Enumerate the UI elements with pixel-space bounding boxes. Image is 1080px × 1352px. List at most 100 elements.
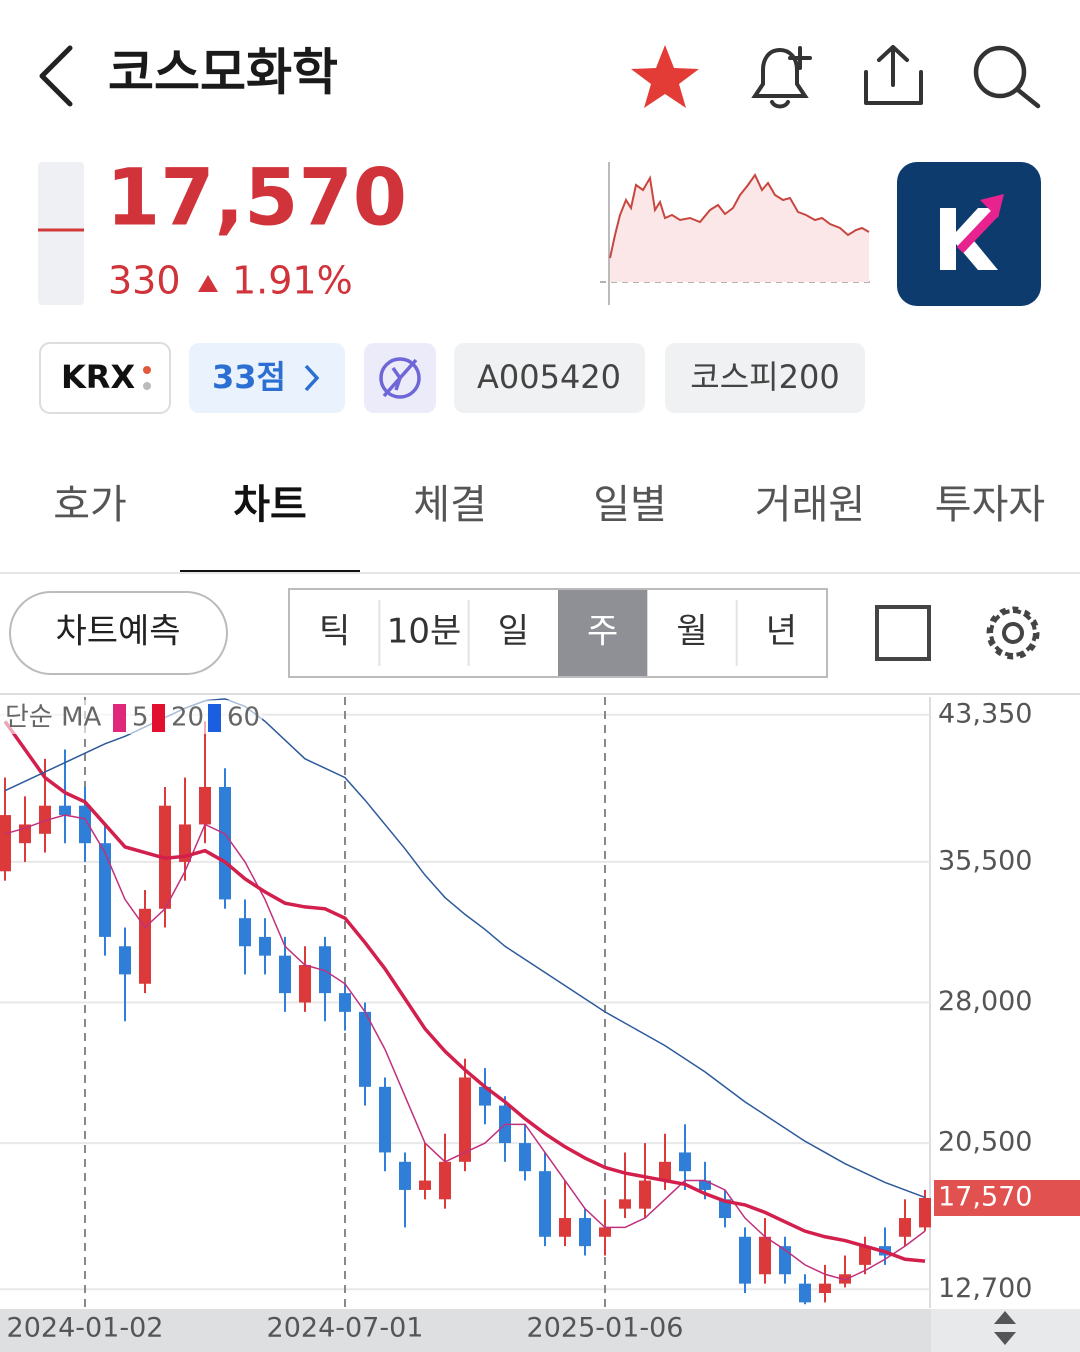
candle-body: [859, 1246, 871, 1265]
tab[interactable]: 차트: [233, 482, 307, 528]
candle-body: [199, 786, 211, 825]
candle-body: [459, 1077, 471, 1162]
candle-body: [179, 824, 191, 862]
legend-swatch: [208, 704, 221, 732]
period-option[interactable]: 월: [676, 612, 707, 652]
tab[interactable]: 호가: [53, 482, 127, 528]
stock-title: 코스모화학: [108, 44, 338, 102]
scroll-handle[interactable]: [994, 1311, 1016, 1345]
legend-label: 60: [227, 703, 260, 733]
share-icon[interactable]: [864, 45, 923, 105]
day-range-bar: [38, 162, 84, 305]
candle-body: [899, 1218, 911, 1237]
tab[interactable]: 일별: [593, 482, 667, 528]
favorite-star[interactable]: [631, 45, 699, 108]
candle-body: [739, 1236, 751, 1284]
period-option[interactable]: 일: [498, 612, 529, 652]
x-tick-label: 2024-01-02: [7, 1313, 164, 1344]
legend-label: 5: [132, 703, 149, 733]
index-tag[interactable]: [665, 343, 865, 413]
chart: 43,350 35,500 28,000 20,500 12,700 단순 MA 5 20 60…: [0, 697, 1080, 1308]
period-option[interactable]: 주: [587, 612, 618, 652]
price-marker: [934, 1179, 1080, 1216]
candle-body: [439, 1161, 451, 1200]
score-chevron: [304, 364, 320, 392]
candle-body: [839, 1274, 851, 1284]
candle-body: [619, 1199, 631, 1209]
tab[interactable]: 체결: [413, 482, 487, 528]
candle-body: [919, 1197, 931, 1228]
candle-body: [139, 908, 151, 984]
x-axis: 2024-01-02 2024-07-01 2025-01-06: [7, 1313, 684, 1344]
market-tag-label: KRX: [61, 358, 135, 396]
alert-icon[interactable]: [751, 46, 812, 109]
code-tag-label: A005420: [477, 358, 621, 396]
candle-body: [379, 1086, 391, 1153]
candle-body: [219, 786, 231, 900]
x-tick-label: 2025-01-06: [527, 1313, 684, 1344]
sparkline: [600, 162, 870, 305]
legend-swatch: [152, 704, 165, 732]
score-tag-label: 33점: [212, 358, 286, 396]
candle-body: [319, 946, 331, 994]
period-option[interactable]: 년: [766, 612, 797, 652]
company-logo: [897, 162, 1041, 306]
candle-body: [579, 1218, 591, 1247]
code-tag: [454, 343, 645, 413]
x-axis-band: [0, 1309, 1080, 1352]
market-dot: [143, 382, 151, 390]
candle-body: [419, 1180, 431, 1190]
period-option[interactable]: 10분: [387, 612, 462, 652]
y-tick-label: 20,500: [938, 1127, 1032, 1158]
price-change: 330: [108, 259, 181, 303]
current-price: 17,570: [106, 153, 407, 243]
candle-body: [339, 993, 351, 1012]
period-selector: 틱 10분 일 주 월 년: [288, 588, 828, 678]
period-option[interactable]: 틱: [319, 612, 350, 652]
candle-body: [779, 1246, 791, 1275]
candle-body: [819, 1283, 831, 1294]
search-icon[interactable]: [973, 45, 1041, 109]
candle-body: [639, 1180, 651, 1209]
market-tag[interactable]: [39, 342, 171, 414]
legend-label: 20: [171, 703, 204, 733]
market-dot: [143, 366, 151, 374]
back-button[interactable]: [39, 45, 73, 107]
candle-body: [699, 1180, 711, 1190]
candle-body: [679, 1152, 691, 1172]
candle-body: [599, 1227, 611, 1237]
settings-button[interactable]: [986, 606, 1040, 660]
candle-body: [0, 815, 11, 872]
candle-body: [719, 1199, 731, 1219]
y-tick-label: 28,000: [938, 986, 1032, 1017]
candle-body: [399, 1161, 411, 1190]
candle-body: [659, 1161, 671, 1181]
tab[interactable]: 투자자: [935, 482, 1045, 528]
ma-line: [4, 814, 926, 1281]
candle-body: [119, 946, 131, 975]
candle-body: [259, 936, 271, 956]
predict-button-label: 차트예측: [55, 612, 180, 652]
candle-body: [279, 955, 291, 994]
up-arrow: [198, 275, 218, 292]
candle-body: [239, 918, 251, 947]
y-tick-label: 35,500: [938, 845, 1032, 876]
tab[interactable]: 거래원: [755, 482, 865, 528]
candle-body: [359, 1011, 371, 1087]
predict-button[interactable]: [9, 591, 228, 675]
fullscreen-button[interactable]: [875, 605, 931, 661]
candle-body: [759, 1236, 771, 1275]
legend-swatch: [113, 704, 126, 732]
score-tag[interactable]: [189, 343, 345, 413]
y-tick-label: 43,350: [938, 698, 1032, 729]
price-marker-label: 17,570: [938, 1181, 1032, 1212]
candle-body: [79, 805, 91, 844]
tab-bar: 호가 차트 체결 일별 거래원 투자자: [53, 482, 1045, 574]
candle-body: [559, 1218, 571, 1237]
index-tag-label: 코스피200: [690, 358, 839, 396]
icon-tag-glyph: [379, 357, 421, 399]
candle-body: [799, 1283, 811, 1303]
